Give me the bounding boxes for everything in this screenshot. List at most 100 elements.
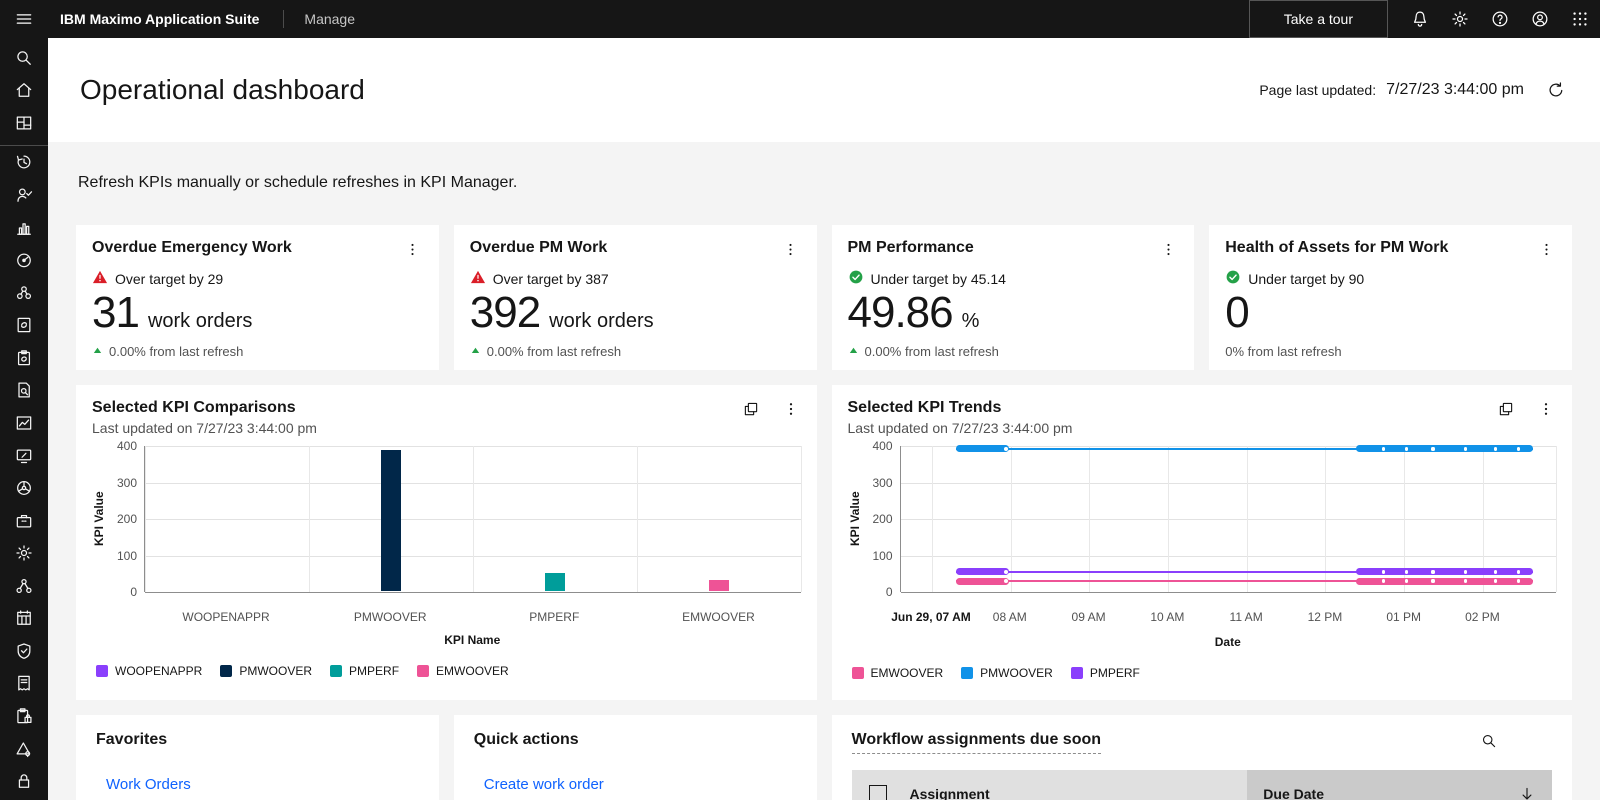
sidebar-item-meter[interactable] (0, 246, 48, 279)
app-title: IBM Maximo Application Suite (60, 11, 259, 27)
search-icon[interactable] (1478, 732, 1500, 754)
monitor-icon (14, 446, 34, 471)
copy-icon[interactable] (1496, 399, 1516, 419)
sidebar-item-security[interactable] (0, 767, 48, 800)
legend-item-PMPERF[interactable]: PMPERF (1071, 666, 1140, 680)
caret-up-icon (92, 344, 103, 359)
legend-label: PMPERF (1090, 666, 1140, 680)
column-header-due-date[interactable]: Due Date (1247, 770, 1552, 800)
column-header-assignment[interactable]: Assignment (904, 770, 1248, 800)
legend-item-PMWOOVER[interactable]: PMWOOVER (961, 666, 1053, 680)
overflow-menu-icon[interactable] (1536, 399, 1556, 419)
y-tick-label: 300 (872, 476, 892, 490)
nav-item-manage[interactable]: Manage (304, 11, 355, 27)
recent-icon (14, 152, 34, 177)
plot-area (144, 446, 801, 592)
checkmark-icon (848, 269, 864, 288)
sidebar-item-monitor[interactable] (0, 442, 48, 475)
kpi-status-text: Under target by 90 (1248, 271, 1364, 287)
gridline (901, 592, 1557, 593)
caret-up-icon (470, 344, 481, 359)
favorite-link-0[interactable]: Work Orders (106, 776, 419, 793)
security-icon (14, 771, 34, 796)
preventive-maintenance-icon (14, 348, 34, 373)
x-tick-label: 12 PM (1308, 610, 1343, 624)
sidebar-item-work-orders[interactable] (0, 312, 48, 345)
kpi-delta: 0.00% from last refresh (470, 344, 621, 359)
data-point (1494, 447, 1497, 450)
refresh-icon[interactable] (1542, 76, 1570, 104)
reports-icon (14, 673, 34, 698)
gridline (145, 592, 801, 593)
sidebar-item-kpi[interactable] (0, 214, 48, 247)
legend-item-EMWOOVER[interactable]: EMWOOVER (417, 664, 509, 678)
settings-icon[interactable] (1440, 0, 1480, 38)
sidebar-item-search[interactable] (0, 44, 48, 77)
sidebar-item-home[interactable] (0, 77, 48, 110)
gridline (309, 446, 310, 592)
sidebar-item-schedule[interactable] (0, 605, 48, 638)
sidebar-item-dashboard[interactable] (0, 109, 48, 142)
brand-name: Maximo Application Suite (90, 11, 260, 27)
data-point (1494, 570, 1497, 573)
select-all-checkbox[interactable] (869, 785, 887, 800)
checkmark-icon (1225, 269, 1241, 288)
x-tick-label: 02 PM (1465, 610, 1500, 624)
overflow-menu-icon[interactable] (781, 399, 801, 419)
kpi-value-row: 392 work orders (470, 290, 801, 336)
account-icon[interactable] (1520, 0, 1560, 38)
sort-descending-icon[interactable] (1518, 785, 1536, 800)
kpi-status-text: Over target by 387 (493, 271, 609, 287)
overflow-menu-icon[interactable] (403, 239, 423, 259)
menu-icon[interactable] (0, 0, 48, 38)
sidebar-item-safety[interactable] (0, 637, 48, 670)
sidebar-item-resources[interactable] (0, 474, 48, 507)
sidebar-item-certification[interactable] (0, 735, 48, 768)
kpi-card: Overdue PM Work Over target by 387 392 w… (454, 225, 817, 370)
overflow-menu-icon[interactable] (1536, 239, 1556, 259)
sidebar-item-trends[interactable] (0, 409, 48, 442)
kpi-value: 31 (92, 290, 139, 336)
kpi-unit: work orders (148, 310, 252, 333)
sidebar-item-assets[interactable] (0, 279, 48, 312)
kpi-delta-text: 0.00% from last refresh (865, 344, 999, 359)
copy-icon[interactable] (741, 399, 761, 419)
inspections-icon (14, 380, 34, 405)
quick-action-link-0[interactable]: Create work order (484, 776, 797, 793)
gridline (473, 446, 474, 592)
legend-item-PMWOOVER[interactable]: PMWOOVER (220, 664, 312, 678)
sidebar-item-reports[interactable] (0, 670, 48, 703)
warning-icon (470, 269, 486, 288)
overflow-menu-icon[interactable] (1158, 239, 1178, 259)
sidebar-item-toolbox[interactable] (0, 507, 48, 540)
sidebar-item-recent[interactable] (0, 149, 48, 182)
kpi-delta-text: 0.00% from last refresh (109, 344, 243, 359)
legend-item-PMPERF[interactable]: PMPERF (330, 664, 399, 678)
legend-item-WOOPENAPPR[interactable]: WOOPENAPPR (96, 664, 202, 678)
take-a-tour-button[interactable]: Take a tour (1249, 0, 1388, 38)
sidebar-item-preventive-maintenance[interactable] (0, 344, 48, 377)
sidebar-item-admin[interactable] (0, 539, 48, 572)
kpi-value-row: 49.86 % (848, 290, 1179, 336)
help-icon[interactable] (1480, 0, 1520, 38)
certification-icon (14, 739, 34, 764)
sidebar-item-operator[interactable] (0, 181, 48, 214)
legend-item-EMWOOVER[interactable]: EMWOOVER (852, 666, 944, 680)
app-switcher-icon[interactable] (1560, 0, 1600, 38)
workflow-assignments-card: Workflow assignments due soon Assignment… (832, 715, 1573, 800)
sidebar-item-permissions[interactable] (0, 702, 48, 735)
y-tick-label: 100 (117, 549, 137, 563)
sidebar-item-inspections[interactable] (0, 377, 48, 410)
overflow-menu-icon[interactable] (781, 239, 801, 259)
kpi-status: Over target by 29 (92, 269, 423, 288)
legend-label: PMWOOVER (239, 664, 312, 678)
kpi-value-row: 31 work orders (92, 290, 423, 336)
resources-icon (14, 478, 34, 503)
integration-icon (14, 576, 34, 601)
notifications-icon[interactable] (1400, 0, 1440, 38)
data-point (1431, 447, 1434, 450)
kpi-status: Under target by 90 (1225, 269, 1556, 288)
y-axis-title: KPI Value (92, 446, 110, 592)
caret-up-icon (848, 344, 859, 359)
sidebar-item-integration[interactable] (0, 572, 48, 605)
